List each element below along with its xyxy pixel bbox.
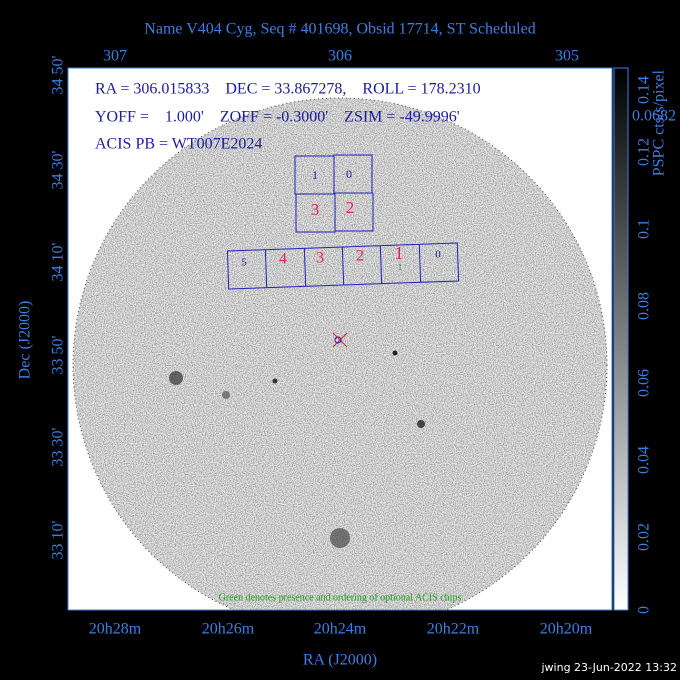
bottom-axis-label: 20h24m [314,621,367,638]
left-axis-label: 33 30' [50,427,67,466]
colorbar-tick-label: 0.08 [636,292,653,320]
colorbar-tick-label: 0.02 [636,523,653,551]
colorbar-tick-label: 0.06 [636,369,653,397]
chip-label: 1 [395,243,404,263]
colorbar [613,67,629,611]
bottom-axis-label: 20h22m [427,621,480,638]
left-axis-label: 33 50' [50,335,67,374]
chip-label: 4 [279,251,287,268]
colorbar-readout: 0.0682 [632,108,676,125]
image [72,97,608,610]
chip-label: 1 [312,168,318,182]
info-line: RA = 306.015833 DEC = 33.867278, ROLL = … [95,81,481,98]
left-axis-label: 34 50' [50,55,67,94]
title: Name V404 Cyg, Seq # 401698, Obsid 17714… [144,21,535,38]
top-axis-label: 305 [555,48,579,65]
chip-label: 2 [346,198,355,217]
bottom-axis-label: 20h26m [202,621,255,638]
info-line: ACIS PB = WT007E2024 [95,136,262,153]
chip-label: 5 [241,257,247,269]
y-axis-title: Dec (J2000) [17,301,34,380]
colorbar-tick-label: 0.12 [636,138,653,166]
top-axis-label: 306 [328,48,352,65]
left-axis-label: 34 30' [50,150,67,189]
colorbar-tick-label: 0 [636,606,653,614]
chip-label: 3 [311,200,320,219]
top-axis-label: 307 [103,48,127,65]
left-axis-label: 33 10' [50,520,67,559]
x-axis-title: RA (J2000) [303,652,377,669]
acis-i-chips [294,154,374,233]
chip-label: 2 [356,248,364,265]
info-line: YOFF = 1.000' ZOFF = -0.3000' ZSIM = -49… [95,109,460,126]
plot-border [67,67,613,611]
bottom-axis-label: 20h28m [89,621,142,638]
note: Green denotes presence and ordering of o… [219,592,462,603]
colorbar-tick-label: 0.14 [636,76,653,104]
chip-label: 0 [346,167,352,181]
bottom-axis-label: 20h20m [540,621,593,638]
colorbar-label: PSPC cts/s/pixel [651,69,668,176]
acis-s-chips [226,242,460,290]
left-axis-label: 34 10' [50,242,67,281]
pointing-marker [332,332,348,348]
colorbar-tick-label: 0.1 [636,219,653,239]
chip-label: 3 [316,250,324,267]
colorbar-tick-label: 0.04 [636,446,653,474]
footer: jwing 23-Jun-2022 13:32 [541,661,678,674]
optional-chip-label: 1 [398,262,403,272]
chip-label: 0 [435,249,441,261]
